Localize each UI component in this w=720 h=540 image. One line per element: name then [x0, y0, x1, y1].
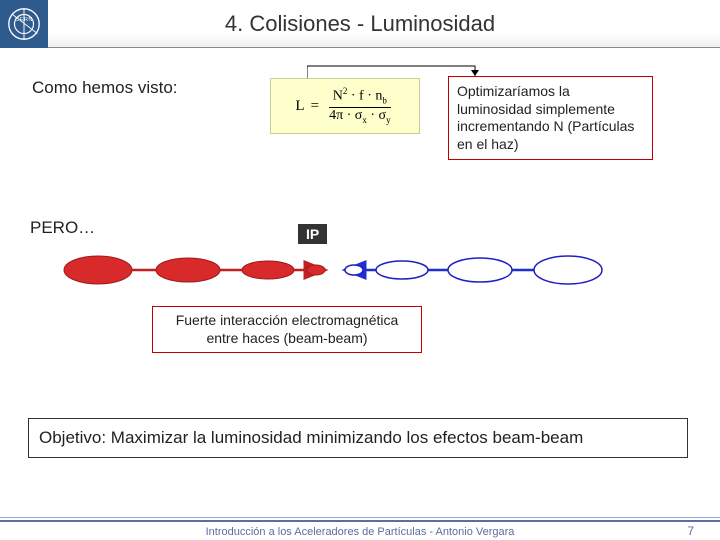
- formula-lhs: L: [295, 98, 304, 115]
- objective-box: Objetivo: Maximizar la luminosidad minim…: [28, 418, 688, 458]
- cern-logo-icon: CERN: [5, 5, 43, 43]
- bunch-blue: [448, 258, 512, 282]
- beam-beam-note: Fuerte interacción electromagnética entr…: [152, 306, 422, 353]
- svg-text:CERN: CERN: [15, 17, 33, 23]
- bunch-red: [156, 258, 220, 282]
- slide-content: Como hemos visto: L = N2 · f · nb 4π · σ…: [0, 48, 720, 508]
- footer-rule: [0, 517, 720, 518]
- bunch-red: [64, 256, 132, 284]
- pero-label: PERO…: [30, 218, 95, 238]
- bunch-red: [307, 265, 325, 275]
- beam-collision-diagram: [58, 248, 610, 292]
- slide-footer: Introducción a los Aceleradores de Partí…: [0, 510, 720, 540]
- bunch-blue: [376, 261, 428, 279]
- formula-eq: =: [311, 98, 319, 115]
- page-number: 7: [687, 524, 694, 538]
- cern-logo: CERN: [0, 0, 48, 48]
- optimization-note: Optimizaríamos la luminosidad simplement…: [448, 76, 653, 160]
- bunch-blue: [345, 265, 363, 275]
- slide-title: 4. Colisiones - Luminosidad: [48, 11, 720, 37]
- ip-label: IP: [298, 224, 327, 244]
- bunch-red: [242, 261, 294, 279]
- formula-denominator: 4π · σx · σy: [325, 108, 395, 125]
- luminosity-formula: L = N2 · f · nb 4π · σx · σy: [270, 78, 420, 134]
- intro-text: Como hemos visto:: [32, 78, 178, 98]
- arrow-formula-to-box: [307, 58, 487, 78]
- footer-text: Introducción a los Aceleradores de Partí…: [0, 526, 720, 538]
- bunch-blue: [534, 256, 602, 284]
- formula-numerator: N2 · f · nb: [329, 87, 391, 107]
- footer-rule: [0, 520, 720, 522]
- slide-header: CERN 4. Colisiones - Luminosidad: [0, 0, 720, 48]
